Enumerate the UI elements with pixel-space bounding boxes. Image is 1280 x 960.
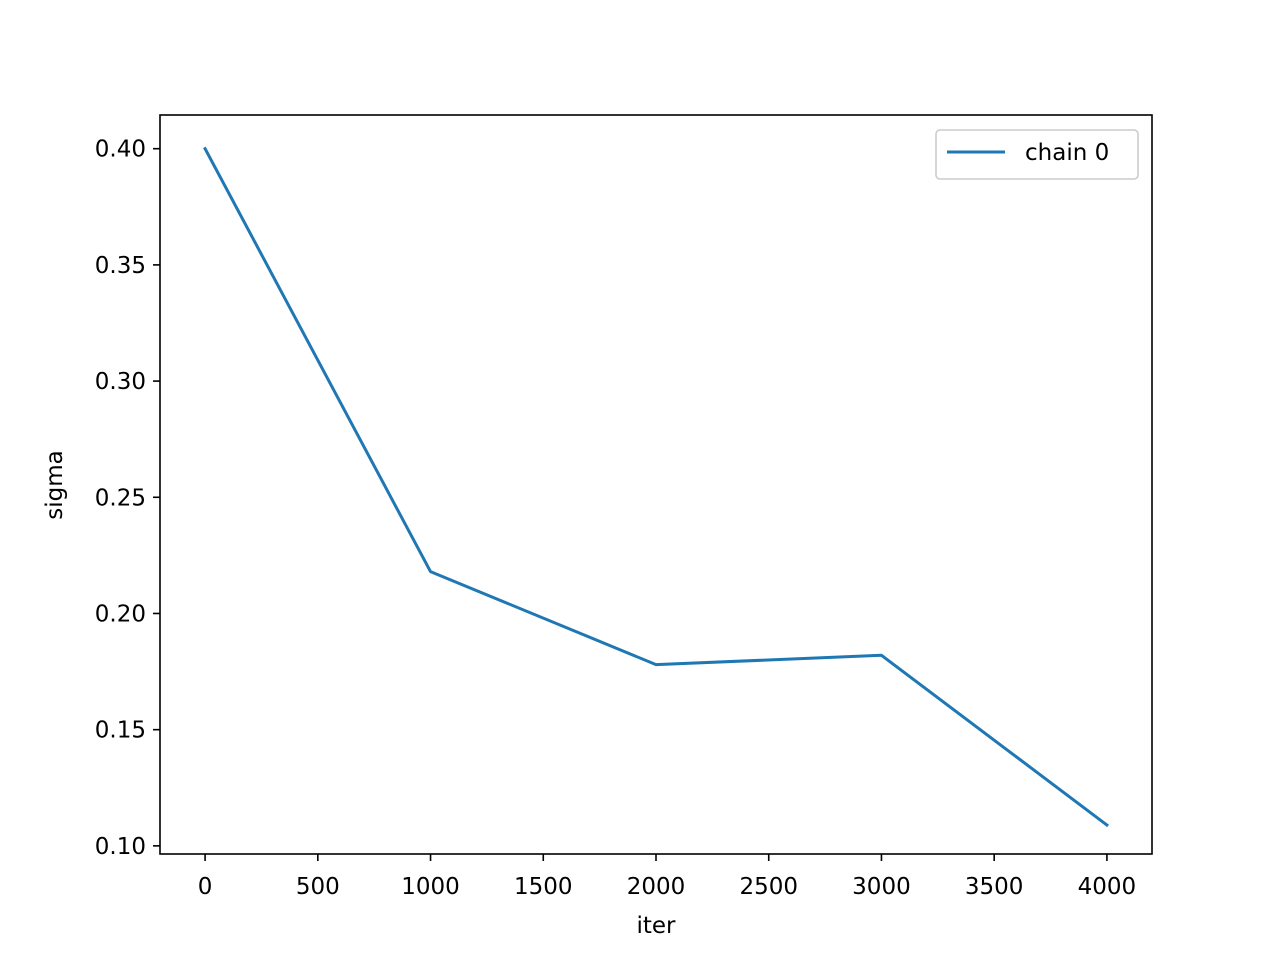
y-axis-label: sigma xyxy=(42,450,68,519)
x-axis-ticks: 0 500 1000 1500 2000 2500 3000 3500 4000 xyxy=(198,854,1136,900)
x-tick-label: 4000 xyxy=(1078,874,1137,900)
y-tick-label: 0.35 xyxy=(95,253,146,279)
legend-box xyxy=(935,129,1139,180)
x-tick-label: 500 xyxy=(296,874,340,900)
y-tick-label: 0.15 xyxy=(95,718,146,744)
series-line-chain-0 xyxy=(203,146,1110,828)
y-tick-label: 0.25 xyxy=(95,485,146,511)
plot-area xyxy=(160,115,1152,854)
y-axis-ticks: 0.10 0.15 0.20 0.25 0.30 0.35 0.40 xyxy=(95,137,160,860)
x-tick-label: 1000 xyxy=(401,874,460,900)
legend: chain 0 xyxy=(935,129,1139,180)
y-tick-label: 0.30 xyxy=(95,369,146,395)
x-tick-label: 2500 xyxy=(739,874,798,900)
x-tick-label: 0 xyxy=(198,874,213,900)
y-tick-label: 0.10 xyxy=(95,834,146,860)
y-tick-label: 0.20 xyxy=(95,601,146,627)
x-tick-label: 3500 xyxy=(965,874,1024,900)
x-tick-label: 3000 xyxy=(852,874,911,900)
x-tick-label: 1500 xyxy=(514,874,573,900)
x-axis-label: iter xyxy=(636,913,676,939)
plot-frame xyxy=(159,114,1153,855)
x-tick-label: 2000 xyxy=(627,874,686,900)
y-tick-label: 0.40 xyxy=(95,137,146,163)
legend-label-chain-0: chain 0 xyxy=(1025,140,1109,166)
